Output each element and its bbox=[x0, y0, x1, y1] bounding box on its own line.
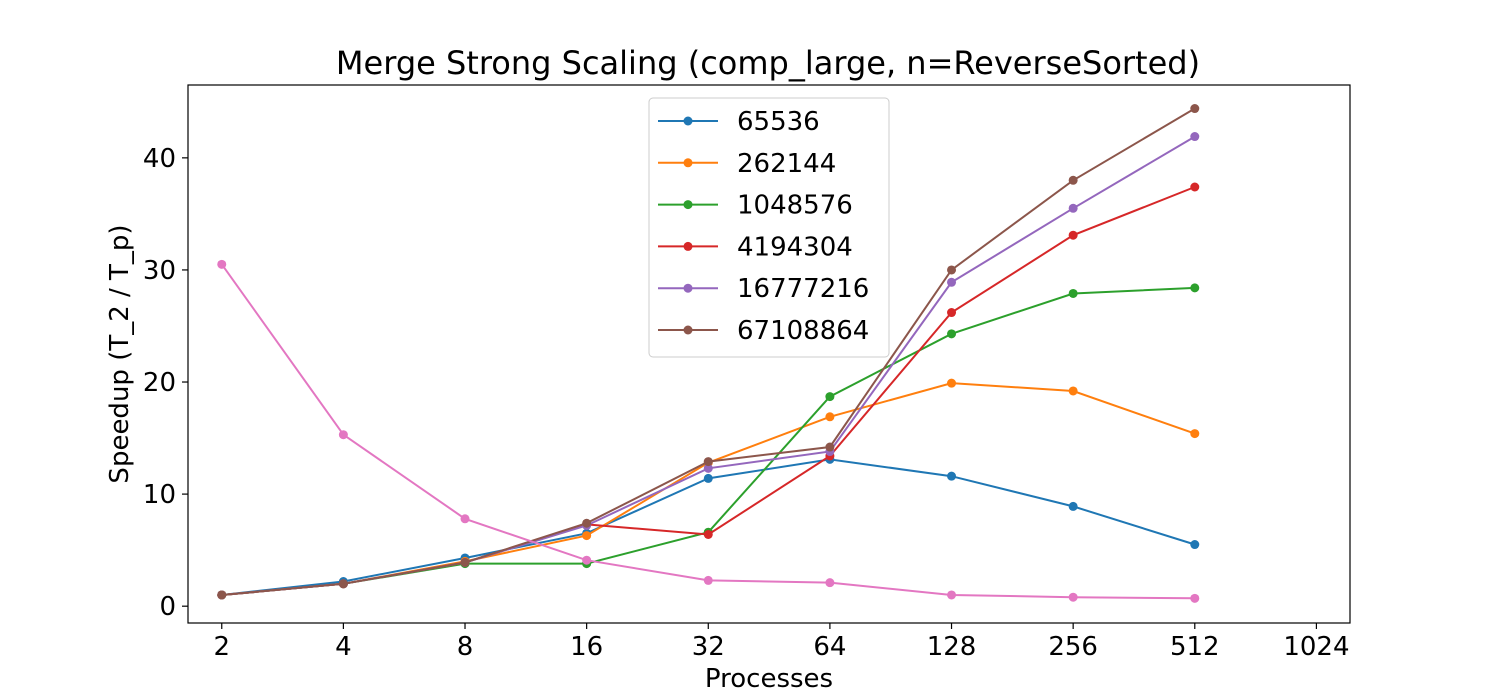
data-point bbox=[217, 259, 227, 269]
data-point bbox=[1190, 283, 1200, 293]
data-point bbox=[1068, 230, 1078, 240]
x-tick-label: 32 bbox=[692, 632, 725, 662]
legend-entry: 65536 bbox=[658, 107, 820, 137]
data-point bbox=[703, 529, 713, 539]
x-tick-label: 256 bbox=[1048, 632, 1098, 662]
legend-entry: 67108864 bbox=[658, 316, 869, 346]
y-tick-label: 30 bbox=[143, 256, 176, 286]
data-point bbox=[947, 590, 957, 600]
legend-entry: 262144 bbox=[658, 149, 836, 179]
data-point bbox=[1068, 501, 1078, 511]
data-point bbox=[1068, 592, 1078, 602]
data-point bbox=[825, 442, 835, 452]
data-point bbox=[1190, 540, 1200, 550]
legend-label: 16777216 bbox=[737, 274, 869, 304]
data-point bbox=[460, 514, 470, 524]
data-point bbox=[338, 430, 348, 440]
data-point bbox=[338, 579, 348, 589]
legend-label: 262144 bbox=[737, 149, 836, 179]
legend-swatch-marker bbox=[683, 325, 693, 335]
data-point bbox=[1068, 288, 1078, 298]
x-tick-label: 16 bbox=[570, 632, 603, 662]
data-point bbox=[582, 555, 592, 565]
series-line bbox=[221, 382, 1196, 596]
legend-entry: 4194304 bbox=[658, 232, 853, 262]
data-point bbox=[947, 471, 957, 481]
y-tick-label: 20 bbox=[143, 368, 176, 398]
data-point bbox=[825, 392, 835, 402]
legend-label: 1048576 bbox=[737, 191, 853, 221]
data-point bbox=[825, 412, 835, 422]
series-67108864 bbox=[217, 104, 1200, 600]
x-tick-label: 1024 bbox=[1283, 632, 1349, 662]
series-262144 bbox=[217, 378, 1200, 600]
data-point bbox=[217, 590, 227, 600]
x-tick-label: 8 bbox=[457, 632, 474, 662]
legend-swatch-marker bbox=[683, 283, 693, 293]
data-point bbox=[1068, 203, 1078, 213]
data-point bbox=[947, 265, 957, 275]
legend-swatch-marker bbox=[683, 200, 693, 210]
y-axis: 0 10 20 30 40 bbox=[143, 144, 188, 622]
data-point bbox=[1190, 593, 1200, 603]
chart-title: Merge Strong Scaling (comp_large, n=Reve… bbox=[336, 44, 1200, 82]
data-point bbox=[703, 463, 713, 473]
x-tick-label: 4 bbox=[335, 632, 352, 662]
legend-entry: 1048576 bbox=[658, 191, 853, 221]
legend-label: 65536 bbox=[737, 107, 820, 137]
x-tick-label: 128 bbox=[927, 632, 977, 662]
data-point bbox=[947, 378, 957, 388]
data-point bbox=[582, 531, 592, 541]
y-tick-label: 0 bbox=[159, 592, 176, 622]
data-point bbox=[1190, 182, 1200, 192]
data-point bbox=[703, 457, 713, 467]
x-axis: 2 4 8 16 32 64 128 256 512 1024 bbox=[213, 623, 1350, 662]
data-point bbox=[460, 557, 470, 567]
legend-swatch-marker bbox=[683, 158, 693, 168]
y-tick-label: 10 bbox=[143, 480, 176, 510]
data-point bbox=[947, 277, 957, 287]
data-point bbox=[1068, 386, 1078, 396]
series-unlabeled bbox=[217, 259, 1200, 603]
legend-label: 4194304 bbox=[737, 232, 853, 262]
data-point bbox=[703, 575, 713, 585]
data-point bbox=[1068, 175, 1078, 185]
data-point bbox=[1190, 132, 1200, 142]
legend-entry: 16777216 bbox=[658, 274, 869, 304]
y-axis-label: Speedup (T_2 / T_p) bbox=[105, 224, 135, 483]
data-point bbox=[1190, 429, 1200, 439]
plot-area bbox=[217, 104, 1200, 603]
data-point bbox=[947, 308, 957, 318]
y-tick-label: 40 bbox=[143, 144, 176, 174]
data-point bbox=[703, 473, 713, 483]
plot-frame bbox=[187, 84, 1351, 624]
x-tick-label: 64 bbox=[813, 632, 846, 662]
data-point bbox=[947, 329, 957, 339]
x-tick-label: 2 bbox=[213, 632, 230, 662]
legend-label: 67108864 bbox=[737, 316, 869, 346]
x-axis-label: Processes bbox=[705, 664, 833, 694]
x-tick-label: 512 bbox=[1170, 632, 1220, 662]
legend-swatch-marker bbox=[683, 241, 693, 251]
data-point bbox=[582, 518, 592, 528]
legend: 65536 262144 1048576 4194304 16777216 6710886… bbox=[648, 97, 890, 358]
legend-swatch-marker bbox=[683, 116, 693, 126]
data-point bbox=[825, 578, 835, 588]
data-point bbox=[1190, 104, 1200, 114]
